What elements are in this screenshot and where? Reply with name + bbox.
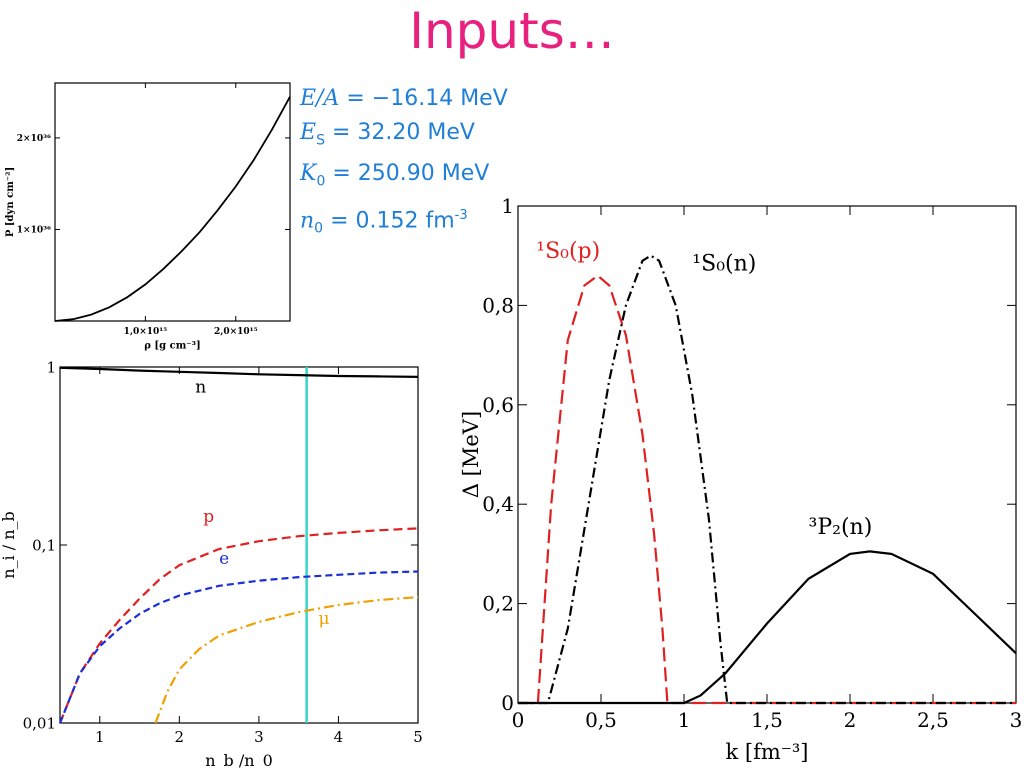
fractions-x-tick-label: 2: [175, 728, 185, 746]
fractions-x-tick-label: 3: [254, 728, 264, 746]
eos-series-line: [54, 96, 291, 322]
param-line: K0 = 250.90 MeV: [300, 157, 508, 198]
gaps-y-tick-label: 0,2: [482, 592, 514, 616]
eos-y-tick-label: 2×10³⁶: [17, 134, 51, 144]
fractions-y-tick-label: 0,01: [23, 714, 56, 732]
param-symbol: n: [300, 208, 315, 234]
param-subscript: 0: [316, 173, 326, 190]
fractions-y-tick-label: 1: [46, 358, 56, 376]
fractions-series-line: [58, 527, 419, 724]
fractions-x-tick-label: 1: [95, 728, 105, 746]
eos-y-axis-label: P [dyn cm⁻²]: [5, 167, 16, 237]
fractions-series-line: [154, 596, 419, 724]
fractions-x-tick-label: 5: [413, 728, 423, 746]
param-value: = 250.90 MeV: [325, 161, 490, 187]
gaps-x-tick-label: 0: [512, 708, 525, 732]
gaps-y-tick-label: 0: [501, 691, 514, 715]
gaps-series-line: [518, 274, 1016, 705]
fractions-series-line: [58, 570, 419, 724]
gaps-y-tick-label: 0,8: [482, 293, 514, 317]
fractions-series-label: e: [219, 549, 229, 569]
param-subscript: S: [316, 132, 325, 149]
eos-x-tick-label: 1,0×10¹⁵: [124, 327, 168, 337]
gaps-x-tick-label: 1,5: [751, 708, 783, 732]
param-line: E/A = −16.14 MeV: [300, 82, 508, 116]
fractions-x-axis-label: n_b /n_0: [205, 751, 273, 768]
fractions-series-label: μ: [319, 609, 330, 629]
fractions-series-line: [59, 366, 419, 378]
param-value: = 32.20 MeV: [324, 120, 475, 145]
fractions-y-tick-label: 0,1: [32, 536, 56, 554]
fractions-series-label: p: [203, 507, 214, 527]
fractions-x-tick-label: 4: [334, 728, 344, 746]
eos-x-tick-label: 2,0×10¹⁵: [214, 327, 258, 337]
gaps-y-tick-label: 0,4: [482, 492, 514, 516]
fractions-plot-frame: [59, 366, 419, 724]
gaps-series-label: ¹S₀(n): [692, 252, 756, 277]
param-value: = 0.152 fm: [323, 208, 455, 234]
fractions-series-label: n: [195, 377, 206, 397]
param-symbol: K: [300, 161, 317, 187]
fractions-y-axis-label: n_i / n_b: [0, 511, 18, 579]
gaps-x-tick-label: 2,5: [917, 708, 949, 732]
gaps-y-tick-label: 0,6: [482, 393, 514, 417]
gaps-x-tick-label: 1: [678, 708, 691, 732]
eos-x-axis-label: ρ [g cm⁻³]: [144, 340, 200, 351]
eos-parameters: E/A = −16.14 MeV ES = 32.20 MeV K0 = 250.9…: [300, 82, 508, 246]
slide-title: Inputs…: [409, 2, 615, 60]
gaps-series-line: [518, 550, 1017, 705]
gaps-x-tick-label: 0,5: [585, 708, 617, 732]
gaps-series-label: ¹S₀(p): [536, 239, 600, 264]
param-symbol: E: [300, 120, 317, 145]
param-line: n0 = 0.152 fm-3: [300, 199, 508, 246]
param-symbol: E/A: [300, 86, 340, 111]
gaps-x-tick-label: 3: [1010, 708, 1023, 732]
param-value: = −16.14 MeV: [339, 86, 508, 111]
gaps-y-tick-label: 1: [501, 194, 514, 218]
eos-plot-frame: [54, 82, 291, 322]
gaps-y-axis-label: Δ [MeV]: [459, 411, 483, 498]
gaps-x-axis-label: k [fm⁻³]: [726, 740, 809, 764]
param-subscript: 0: [314, 220, 324, 237]
gaps-series-line: [518, 254, 1016, 705]
gaps-x-tick-label: 2: [844, 708, 857, 732]
param-unit-exponent: -3: [454, 207, 468, 223]
gaps-series-label: ³P₂(n): [809, 515, 873, 540]
eos-y-tick-label: 1×10³⁶: [17, 226, 51, 236]
param-line: ES = 32.20 MeV: [300, 116, 508, 157]
